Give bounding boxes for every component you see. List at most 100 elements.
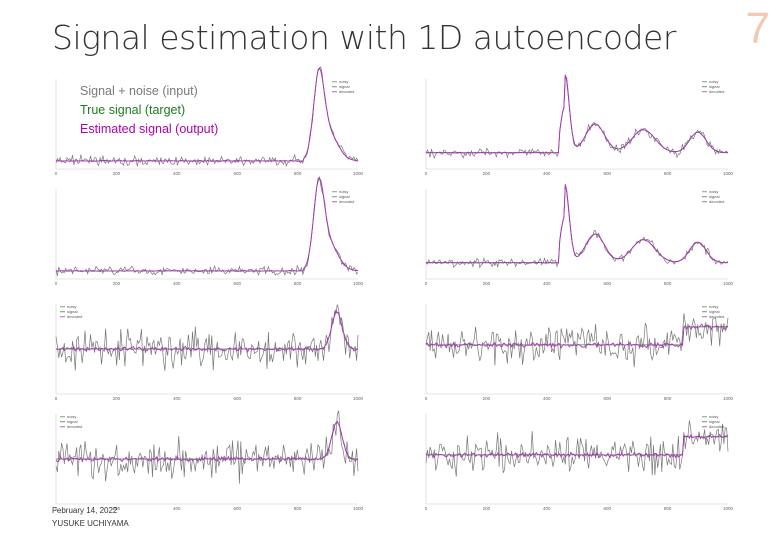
x-tick-label: 800 (664, 506, 672, 511)
x-tick-label: 400 (543, 281, 551, 286)
x-tick-label: 600 (233, 396, 241, 401)
x-tick-label: 800 (294, 506, 302, 511)
noisy-series-line (425, 420, 729, 477)
legend-signal-label: True signal (target) (80, 103, 186, 117)
panel-r2-left: 0 200 400 600 800 1000 noisy signal decoded (50, 176, 370, 286)
x-tick-label: 400 (543, 506, 551, 511)
signal-series-line (56, 421, 358, 460)
x-tick-label: 1000 (723, 171, 734, 176)
x-tick-label: 200 (113, 281, 121, 286)
x-tick-label: 200 (483, 281, 491, 286)
x-tick-label: 600 (603, 171, 611, 176)
mini-legend-label: decoded (339, 199, 354, 204)
x-tick-label: 600 (233, 506, 241, 511)
mini-legend-label: decoded (709, 199, 724, 204)
mini-legend-label: decoded (709, 424, 724, 429)
mini-legend-label: decoded (709, 314, 724, 319)
x-tick-label: 800 (294, 281, 302, 286)
mini-legend-label: decoded (339, 89, 354, 94)
panel-r3-left: 0 200 400 600 800 1000 noisy signal decoded (50, 300, 370, 401)
x-tick-label: 1000 (353, 506, 364, 511)
x-tick-label: 0 (55, 171, 58, 176)
legend-noisy-label: Signal + noise (input) (80, 84, 198, 98)
estimated-series-line (55, 420, 359, 463)
x-tick-label: 1000 (723, 506, 734, 511)
x-tick-label: 0 (425, 506, 428, 511)
x-tick-label: 0 (55, 281, 58, 286)
panel-r1-left: 0 200 400 600 800 1000 noisy signal decoded (50, 66, 370, 176)
x-tick-label: 0 (425, 396, 428, 401)
x-tick-label: 600 (603, 396, 611, 401)
x-tick-label: 0 (425, 281, 428, 286)
x-tick-label: 0 (425, 171, 428, 176)
signal-series-line (426, 74, 728, 154)
x-tick-label: 800 (664, 171, 672, 176)
mini-legend-label: noisy (709, 189, 718, 194)
estimated-series-line (425, 184, 729, 264)
mini-legend-label: signal (67, 419, 78, 424)
estimated-series-line (425, 74, 729, 154)
panel-r4-left: 0 200 400 600 800 1000 noisy signal decoded (50, 410, 370, 511)
x-tick-label: 200 (113, 506, 121, 511)
x-tick-label: 1000 (353, 396, 364, 401)
estimated-series-line (55, 177, 359, 272)
noisy-series-line (425, 184, 729, 269)
estimated-series-line (425, 433, 729, 459)
noisy-series-line (55, 176, 359, 277)
x-tick-label: 600 (233, 171, 241, 176)
x-tick-label: 200 (113, 396, 121, 401)
x-tick-label: 200 (113, 171, 121, 176)
panel-r1-right: 0 200 400 600 800 1000 noisy signal decoded (420, 74, 740, 176)
x-tick-label: 400 (543, 396, 551, 401)
mini-legend-label: signal (339, 194, 350, 199)
mini-legend-label: noisy (709, 79, 718, 84)
mini-legend-label: noisy (709, 304, 718, 309)
noisy-series-line (425, 313, 729, 368)
main-legend: Signal + noise (input) True signal (targ… (80, 82, 218, 139)
x-tick-label: 600 (233, 281, 241, 286)
mini-legend-label: decoded (67, 424, 82, 429)
x-tick-label: 1000 (723, 281, 734, 286)
x-tick-label: 400 (173, 506, 181, 511)
x-tick-label: 400 (173, 171, 181, 176)
mini-legend-label: noisy (67, 414, 76, 419)
x-tick-label: 1000 (353, 171, 364, 176)
noisy-series-line (55, 410, 359, 484)
estimated-series-line (55, 67, 359, 163)
x-tick-label: 400 (543, 171, 551, 176)
panel-r3-right: 0 200 400 600 800 1000 noisy signal decoded (420, 300, 740, 401)
x-tick-label: 200 (483, 506, 491, 511)
x-tick-label: 400 (173, 281, 181, 286)
x-tick-label: 200 (483, 396, 491, 401)
x-tick-label: 800 (664, 281, 672, 286)
slide-title: Signal estimation with 1D autoencoder (52, 18, 676, 57)
signal-series-line (426, 184, 728, 264)
mini-legend-label: decoded (67, 314, 82, 319)
footer-author: YUSUKE UCHIYAMA (52, 519, 129, 528)
footer: February 14, 2022 YUSUKE UCHIYAMA (52, 504, 129, 530)
mini-legend-label: noisy (339, 79, 348, 84)
x-tick-label: 800 (664, 396, 672, 401)
x-tick-label: 1000 (723, 396, 734, 401)
legend-estimated-label: Estimated signal (output) (80, 122, 219, 136)
noisy-series-line (55, 304, 359, 371)
mini-legend-label: signal (709, 309, 720, 314)
mini-legend-label: signal (339, 84, 350, 89)
x-tick-label: 600 (603, 506, 611, 511)
mini-legend-label: signal (709, 84, 720, 89)
x-tick-label: 200 (483, 171, 491, 176)
x-tick-label: 400 (173, 396, 181, 401)
mini-legend-label: noisy (709, 414, 718, 419)
x-tick-label: 600 (603, 281, 611, 286)
x-tick-label: 800 (294, 171, 302, 176)
estimated-series-line (55, 308, 359, 353)
slide-number: 7 (745, 4, 770, 53)
panel-r2-right: 0 200 400 600 800 1000 noisy signal decoded (420, 184, 740, 286)
